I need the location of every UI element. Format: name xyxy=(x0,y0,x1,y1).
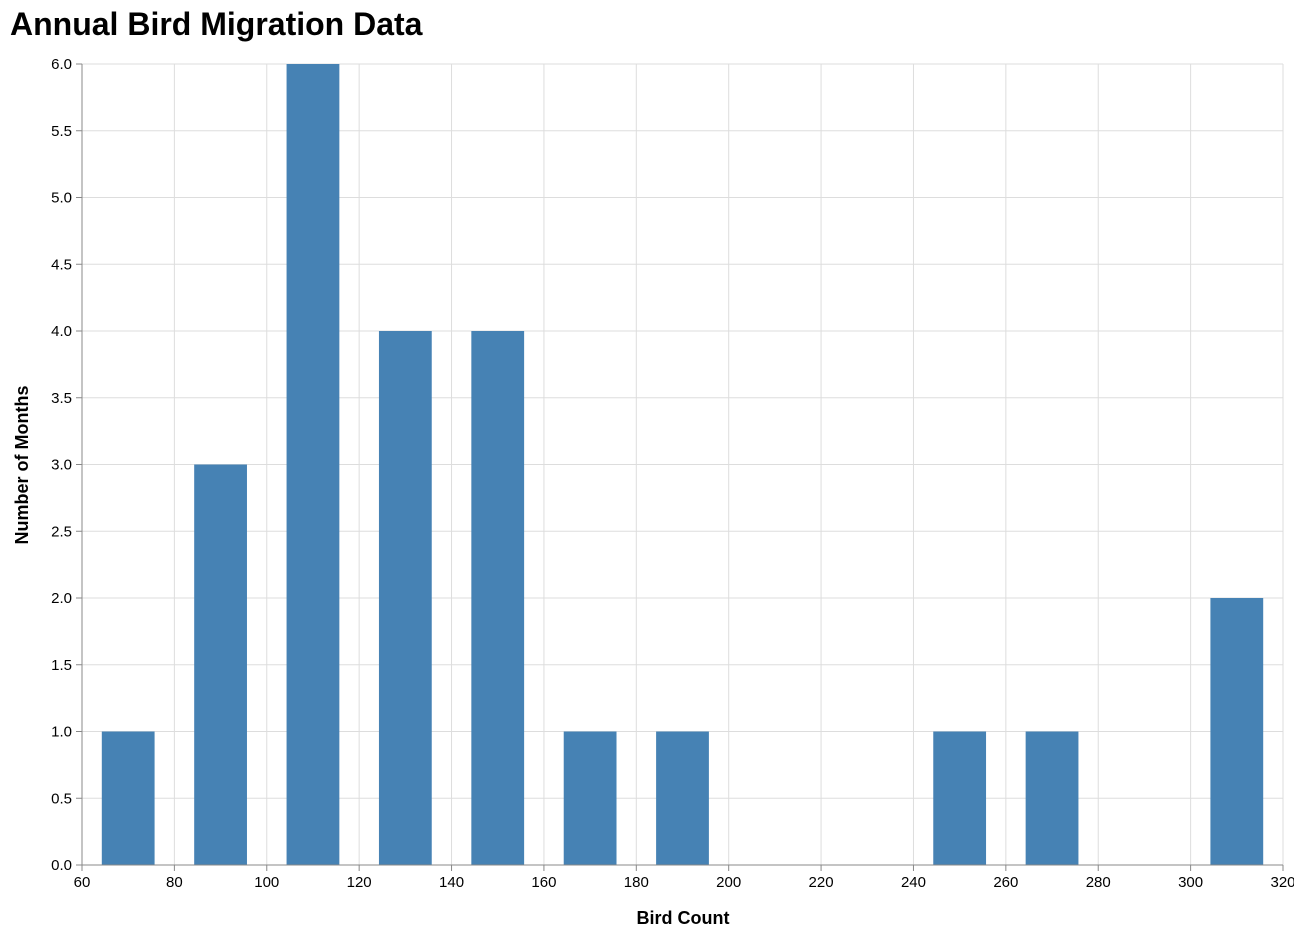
x-tick-label: 60 xyxy=(74,874,91,891)
y-tick-label: 5.5 xyxy=(51,123,72,140)
y-tick-label: 6.0 xyxy=(51,56,72,73)
x-tick-label: 80 xyxy=(166,874,183,891)
y-tick-label: 4.5 xyxy=(51,256,72,273)
bars xyxy=(101,64,1264,865)
bar xyxy=(471,331,525,865)
y-tick-label: 0.5 xyxy=(51,790,72,807)
bar xyxy=(656,731,709,865)
x-tick-label: 120 xyxy=(347,874,372,891)
bar xyxy=(1025,731,1079,865)
x-tick-label: 100 xyxy=(254,874,279,891)
y-tick-label: 3.5 xyxy=(51,390,72,407)
bar xyxy=(1210,598,1264,865)
x-tick-label: 220 xyxy=(809,874,834,891)
x-tick-label: 240 xyxy=(901,874,926,891)
x-tick-label: 260 xyxy=(993,874,1018,891)
y-axis-title: Number of Months xyxy=(12,386,32,545)
bar xyxy=(194,464,247,865)
y-tick-label: 4.0 xyxy=(51,323,72,340)
y-tick-label: 0.0 xyxy=(51,857,72,874)
y-tick-label: 2.5 xyxy=(51,523,72,540)
bar xyxy=(933,731,987,865)
x-tick-label: 160 xyxy=(531,874,556,891)
y-tick-label: 1.5 xyxy=(51,657,72,674)
x-tick-label: 300 xyxy=(1178,874,1203,891)
bar xyxy=(286,64,340,865)
bar xyxy=(378,331,432,865)
y-tick-label: 1.0 xyxy=(51,724,72,741)
x-tick-label: 280 xyxy=(1086,874,1111,891)
bar xyxy=(101,731,155,865)
x-axis-title: Bird Count xyxy=(637,908,730,928)
x-tick-label: 180 xyxy=(624,874,649,891)
x-tick-label: 200 xyxy=(716,874,741,891)
gridlines xyxy=(81,63,1284,866)
axes: 0.0 0.5 1.0 1.5 2.0 2.5 3.0 3.5 4.0 4.5 5.0 5.5 6.0 6… xyxy=(51,56,1294,891)
x-tick-label: 140 xyxy=(439,874,464,891)
y-tick-label: 3.0 xyxy=(51,457,72,474)
bar xyxy=(563,731,617,865)
chart-title: Annual Bird Migration Data xyxy=(10,6,423,42)
y-tick-label: 5.0 xyxy=(51,190,72,207)
y-tick-label: 2.0 xyxy=(51,590,72,607)
x-tick-label: 320 xyxy=(1270,874,1294,891)
